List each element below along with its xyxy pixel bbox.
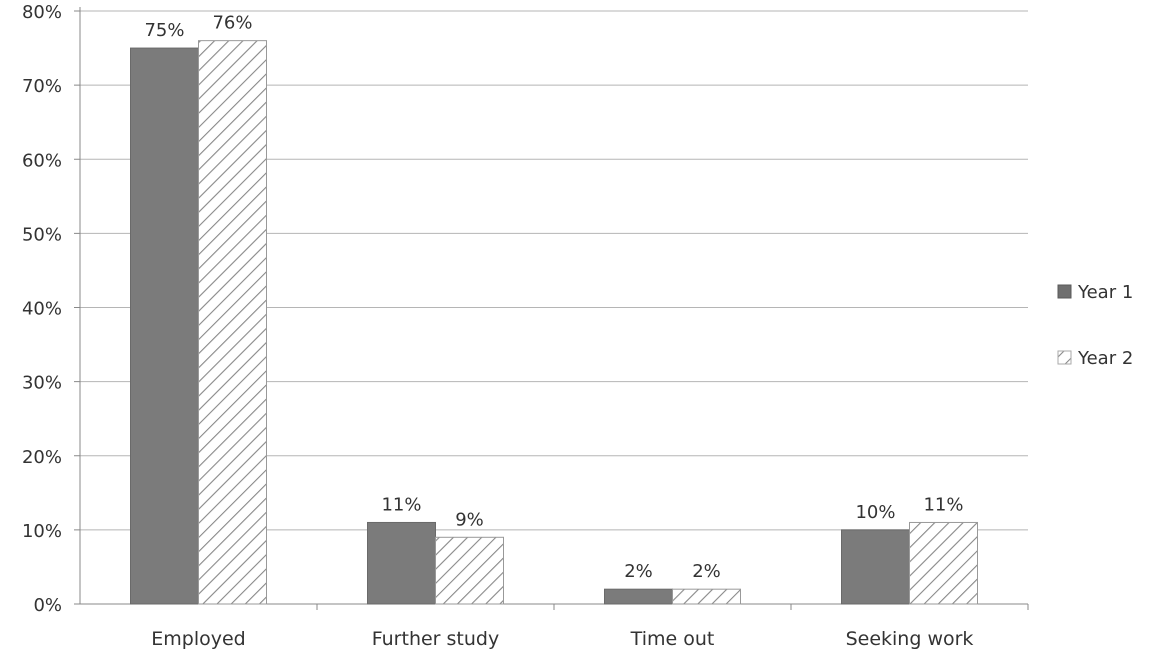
category-label: Time out	[630, 628, 715, 650]
category-label: Seeking work	[846, 628, 974, 650]
category-label: Employed	[151, 628, 245, 650]
data-label: 75%	[144, 20, 184, 41]
y-tick-label: 20%	[22, 447, 62, 468]
legend: Year 1 Year 2	[1057, 282, 1133, 369]
y-tick-label: 30%	[22, 373, 62, 394]
y-tick-label: 60%	[22, 150, 62, 171]
legend-swatch-year-1	[1057, 284, 1072, 299]
y-tick-label: 10%	[22, 521, 62, 542]
axes: 0% 10% 20% 30% 40% 50% 60% 70% 80%	[22, 2, 1029, 616]
y-tick-label: 80%	[22, 2, 62, 23]
y-tick-label: 40%	[22, 299, 62, 320]
legend-label: Year 1	[1077, 282, 1133, 303]
data-label: 2%	[692, 561, 721, 582]
bars	[130, 40, 978, 605]
bar-year-2	[909, 521, 978, 605]
data-label: 9%	[455, 509, 484, 530]
bar-year-2	[198, 40, 267, 605]
bar-year-1	[130, 47, 199, 605]
data-label: 2%	[624, 561, 653, 582]
y-tick-label: 70%	[22, 76, 62, 97]
data-label: 10%	[855, 502, 895, 523]
data-label: 11%	[381, 494, 421, 515]
bar-year-1	[367, 521, 436, 605]
y-tick-label: 0%	[33, 595, 62, 616]
data-label: 76%	[212, 13, 252, 34]
labels: Employed 75% 76% Further study 11% 9% Time out…	[144, 13, 973, 650]
bar-year-1	[841, 529, 910, 605]
bar-year-2	[435, 536, 504, 605]
bar-year-2	[672, 588, 741, 605]
legend-swatch-year-2	[1057, 350, 1072, 365]
data-label: 11%	[923, 494, 963, 515]
category-label: Further study	[372, 628, 499, 650]
y-tick-label: 50%	[22, 224, 62, 245]
bar-year-1	[604, 588, 673, 605]
legend-label: Year 2	[1077, 348, 1133, 369]
